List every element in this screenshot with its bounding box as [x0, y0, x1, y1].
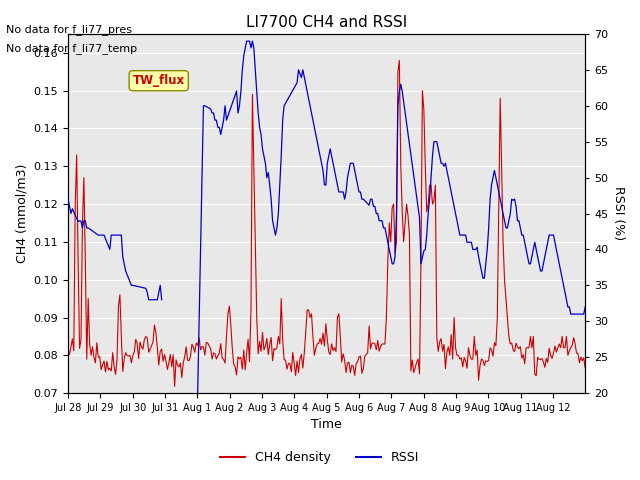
- Text: No data for f_li77_pres: No data for f_li77_pres: [6, 24, 132, 35]
- Y-axis label: CH4 (mmol/m3): CH4 (mmol/m3): [15, 164, 28, 263]
- Text: No data for f_li77_temp: No data for f_li77_temp: [6, 43, 138, 54]
- Y-axis label: RSSI (%): RSSI (%): [612, 186, 625, 240]
- Legend: CH4 density, RSSI: CH4 density, RSSI: [216, 446, 424, 469]
- X-axis label: Time: Time: [311, 419, 342, 432]
- Text: TW_flux: TW_flux: [132, 74, 185, 87]
- Title: LI7700 CH4 and RSSI: LI7700 CH4 and RSSI: [246, 15, 407, 30]
